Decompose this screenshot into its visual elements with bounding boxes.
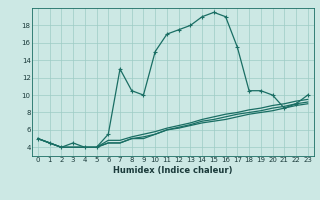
X-axis label: Humidex (Indice chaleur): Humidex (Indice chaleur) [113,166,233,175]
